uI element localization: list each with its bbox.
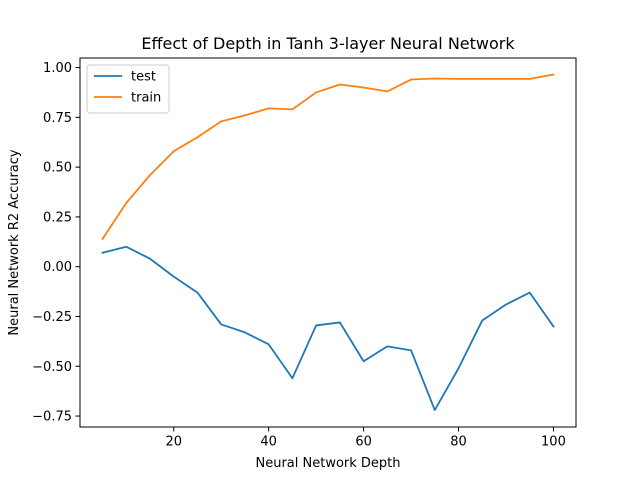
y-tick-label: 0.00	[43, 260, 72, 275]
x-tick-label: 60	[355, 435, 372, 450]
y-tick-label: 0.75	[43, 111, 72, 126]
series-line-train	[101, 73, 555, 241]
x-tick-label: 40	[260, 435, 277, 450]
y-tick-label: −0.25	[32, 310, 72, 325]
y-tick-label: 0.50	[43, 161, 72, 176]
plot-area	[79, 57, 577, 428]
axes-frame	[79, 57, 577, 428]
y-tick-label: 0.25	[43, 210, 72, 225]
x-tick-label: 80	[450, 435, 467, 450]
legend: test train	[86, 64, 170, 114]
legend-box	[86, 64, 170, 114]
legend-label-test: test	[131, 70, 156, 85]
y-tick-label: −0.50	[32, 360, 72, 375]
chart-title: Effect of Depth in Tanh 3-layer Neural N…	[141, 34, 515, 53]
y-axis: −0.75 −0.50 −0.25 0.00 0.25 0.50 0.75 1.00	[32, 61, 80, 425]
y-tick-label: 1.00	[43, 61, 72, 76]
x-axis: 20 40 60 80 100	[165, 427, 566, 450]
x-axis-label: Neural Network Depth	[255, 456, 400, 471]
y-axis-label: Neural Network R2 Accuracy	[7, 149, 22, 336]
x-tick-label: 20	[165, 435, 182, 450]
y-tick-label: −0.75	[32, 410, 72, 425]
legend-label-train: train	[131, 91, 161, 106]
x-tick-label: 100	[541, 435, 566, 450]
series-line-test	[101, 245, 555, 411]
